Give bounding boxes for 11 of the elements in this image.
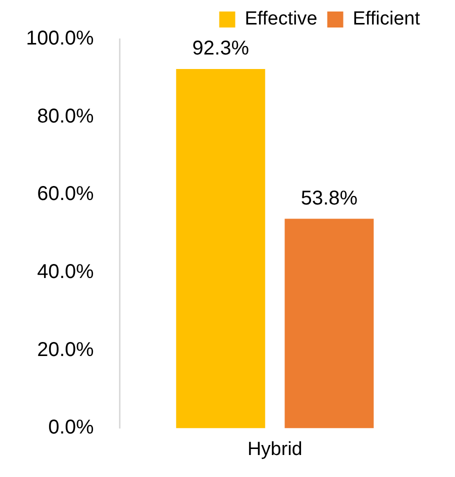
y-tick-label: 100.0% <box>26 28 94 50</box>
data-label: 92.3% <box>192 37 250 60</box>
y-tick-label: 20.0% <box>37 338 94 361</box>
y-tick-label: 0.0% <box>48 416 94 439</box>
data-label: 53.8% <box>300 187 358 210</box>
y-tick-label: 80.0% <box>37 105 94 128</box>
x-tick-label: Hybrid <box>247 438 302 460</box>
y-tick-label: 40.0% <box>37 261 94 284</box>
legend-label: Effective <box>244 8 318 30</box>
legend-label: Efficient <box>352 8 421 30</box>
y-tick-label: 60.0% <box>37 183 94 206</box>
